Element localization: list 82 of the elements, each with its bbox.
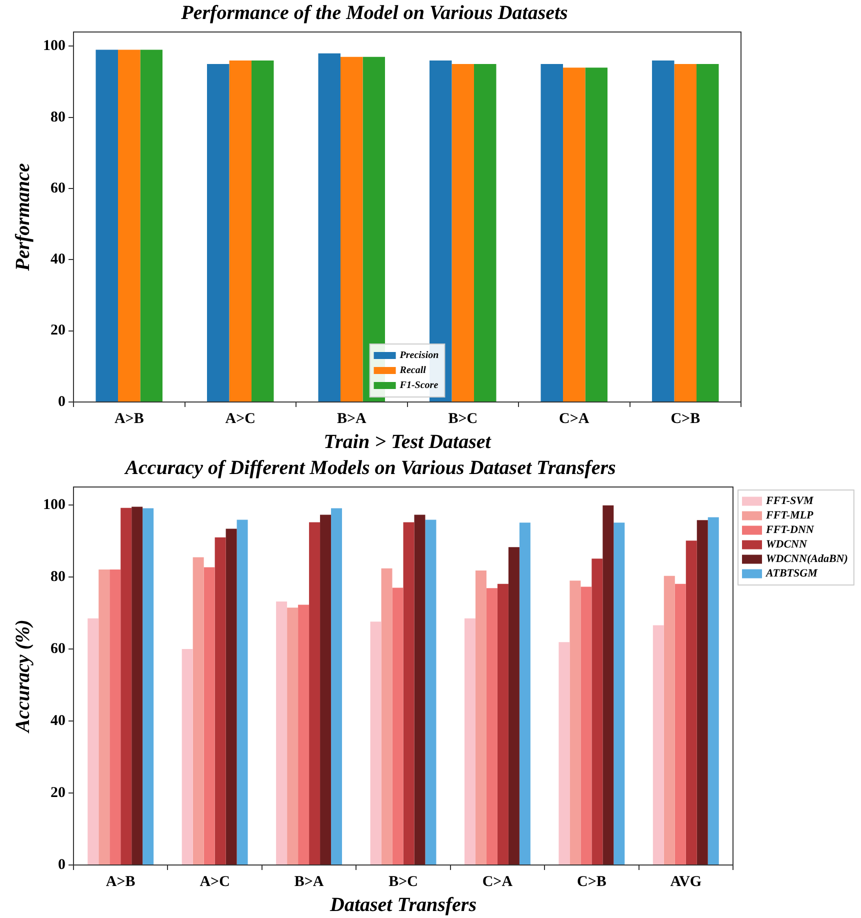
bar	[214, 537, 226, 864]
bar	[331, 508, 342, 864]
y-tick-label: 0	[58, 394, 66, 410]
x-axis-title: Train > Test Dataset	[324, 431, 492, 454]
bar	[98, 569, 110, 864]
bar	[403, 522, 414, 864]
x-tick-label: C>A	[559, 410, 590, 427]
x-tick-label: C>B	[670, 410, 700, 427]
y-tick-label: 80	[50, 109, 66, 126]
bar	[204, 567, 215, 864]
bar	[558, 642, 570, 864]
y-tick-label: 60	[50, 180, 66, 196]
bar	[298, 604, 310, 864]
legend-label: WDCNN	[766, 538, 808, 551]
bar	[120, 508, 132, 864]
bar	[192, 557, 204, 864]
y-tick-label: 80	[50, 568, 66, 585]
bar	[132, 506, 143, 864]
legend-label: FFT-MLP	[765, 510, 814, 522]
legend-label: ATBTSGM	[765, 568, 819, 580]
y-tick-label: 0	[58, 856, 66, 873]
bar	[182, 649, 193, 864]
x-axis-title: Dataset Transfers	[329, 894, 477, 916]
y-tick-label: 40	[50, 252, 66, 268]
legend-label: FFT-SVM	[765, 495, 814, 508]
x-tick-label: A>C	[200, 874, 230, 890]
x-tick-label: A>B	[114, 410, 144, 427]
x-tick-label: B>C	[388, 874, 418, 890]
bar	[464, 618, 476, 864]
bar	[602, 505, 614, 864]
bar	[592, 558, 603, 864]
bar	[475, 570, 486, 864]
bar	[508, 547, 520, 864]
bar	[570, 580, 581, 864]
bar	[88, 618, 99, 864]
chart-title: Performance of the Model on Various Datasets	[180, 2, 568, 24]
y-tick-label: 100	[43, 496, 66, 513]
bar	[580, 586, 592, 864]
bar	[276, 601, 288, 864]
x-tick-label: C>A	[482, 874, 513, 890]
y-axis-title: Performance	[12, 163, 34, 272]
bar	[708, 517, 719, 864]
bar	[519, 522, 530, 864]
x-tick-label: B>A	[336, 410, 366, 427]
bar	[370, 622, 382, 864]
bar	[309, 522, 320, 864]
bar	[226, 528, 237, 864]
bar	[414, 514, 426, 864]
y-tick-label: 20	[50, 784, 66, 801]
chart-title: Accuracy of Different Models on Various Dataset Transfers	[123, 457, 616, 480]
bar	[381, 568, 392, 864]
bar	[652, 625, 664, 864]
y-tick-label: 40	[50, 712, 66, 729]
bar	[674, 584, 686, 864]
legend-label: WDCNN(AdaBN)	[766, 553, 848, 566]
bar	[236, 520, 248, 864]
bar	[614, 522, 625, 864]
x-tick-label: B>C	[448, 410, 478, 427]
bar	[686, 540, 697, 864]
bar	[320, 514, 332, 864]
y-tick-label: 60	[50, 640, 66, 657]
x-tick-label: A>B	[106, 874, 136, 890]
x-tick-label: AVG	[670, 874, 702, 890]
x-tick-label: A>C	[225, 410, 256, 427]
y-axis-title: Accuracy (%)	[12, 620, 34, 734]
legend-label: F1-Score	[398, 380, 439, 392]
legend-label: FFT-DNN	[765, 524, 815, 536]
y-tick-label: 20	[50, 322, 66, 339]
x-tick-label: C>B	[576, 874, 606, 890]
bar	[287, 608, 298, 864]
bar	[110, 569, 121, 864]
bar	[486, 588, 498, 864]
bar	[425, 520, 436, 864]
bar	[696, 520, 708, 864]
x-tick-label: B>A	[294, 874, 324, 890]
bar	[497, 584, 508, 864]
bar	[392, 588, 404, 864]
y-tick-label: 100	[43, 38, 66, 54]
bar	[664, 576, 675, 864]
bar	[142, 508, 154, 864]
legend-label: Recall	[398, 365, 426, 376]
legend-label: Precision	[400, 350, 440, 362]
